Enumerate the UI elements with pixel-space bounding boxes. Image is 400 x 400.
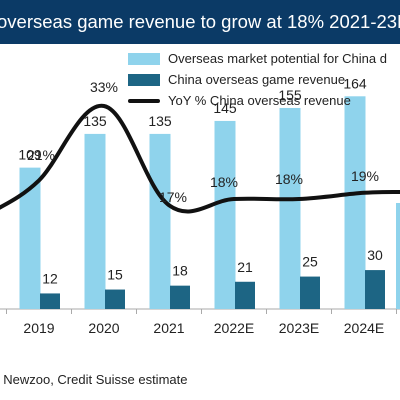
label-revenue-2021: 18 bbox=[172, 263, 188, 279]
label-potential-2024E: 164 bbox=[343, 75, 367, 91]
yoy-line bbox=[0, 103, 400, 214]
label-revenue-2023E: 25 bbox=[302, 254, 318, 270]
bar-revenue-2024E bbox=[365, 270, 385, 309]
label-potential-2020: 135 bbox=[83, 113, 107, 129]
x-tick-label-2024E: 2024E bbox=[344, 320, 384, 336]
x-tick-label-2019: 2019 bbox=[23, 320, 54, 336]
legend-item-revenue: China overseas game revenue bbox=[128, 71, 400, 92]
x-tick-label-2021: 2021 bbox=[153, 320, 184, 336]
label-potential-2021: 135 bbox=[148, 113, 172, 129]
bar-potential-2021 bbox=[149, 133, 171, 309]
bar-potential-2020 bbox=[84, 133, 106, 309]
label-yoy-2021: 17% bbox=[159, 189, 187, 205]
label-revenue-2022E: 21 bbox=[237, 259, 253, 275]
bar-potential-2023E bbox=[279, 107, 301, 309]
label-yoy-2019: 21% bbox=[27, 147, 55, 163]
legend-swatch-revenue bbox=[128, 74, 160, 86]
legend-label-yoy: YoY % China overseas revenue bbox=[168, 93, 351, 108]
x-tick-label-2023E: 2023E bbox=[279, 320, 319, 336]
bar-potential-cropped bbox=[396, 203, 400, 309]
label-potential-2023E: 155 bbox=[278, 87, 302, 103]
bar-potential-2019 bbox=[19, 167, 41, 309]
bar-revenue-2022E bbox=[235, 281, 255, 309]
legend-label-potential: Overseas market potential for China d bbox=[168, 51, 387, 66]
chart-title: overseas game revenue to grow at 18% 202… bbox=[0, 0, 400, 44]
bar-revenue-2021 bbox=[170, 285, 190, 309]
x-tick-label-2020: 2020 bbox=[88, 320, 119, 336]
label-revenue-2020: 15 bbox=[107, 267, 123, 283]
bar-revenue-2019 bbox=[40, 293, 60, 309]
label-revenue-2019: 12 bbox=[42, 270, 58, 286]
legend-item-yoy: YoY % China overseas revenue bbox=[128, 92, 400, 113]
legend-item-potential: Overseas market potential for China d bbox=[128, 50, 400, 71]
legend-swatch-yoy bbox=[128, 99, 160, 103]
source-note: , Newzoo, Credit Suisse estimate bbox=[0, 372, 188, 387]
bar-potential-2022E bbox=[214, 120, 236, 309]
legend-label-revenue: China overseas game revenue bbox=[168, 72, 346, 87]
bar-potential-2024E bbox=[344, 96, 366, 310]
label-revenue-2024E: 30 bbox=[367, 247, 383, 263]
label-yoy-2022E: 18% bbox=[210, 174, 238, 190]
bar-revenue-2020 bbox=[105, 289, 125, 309]
label-potential-2022E: 145 bbox=[213, 100, 237, 116]
label-yoy-2023E: 18% bbox=[275, 171, 303, 187]
bar-revenue-2023E bbox=[300, 276, 320, 309]
label-yoy-2024E: 19% bbox=[351, 168, 379, 184]
x-tick-label-2022E: 2022E bbox=[214, 320, 254, 336]
legend-swatch-potential bbox=[128, 53, 160, 65]
label-yoy-2020: 33% bbox=[90, 79, 118, 95]
legend: Overseas market potential for China d Ch… bbox=[128, 50, 400, 113]
label-potential-2019: 109 bbox=[18, 147, 42, 163]
